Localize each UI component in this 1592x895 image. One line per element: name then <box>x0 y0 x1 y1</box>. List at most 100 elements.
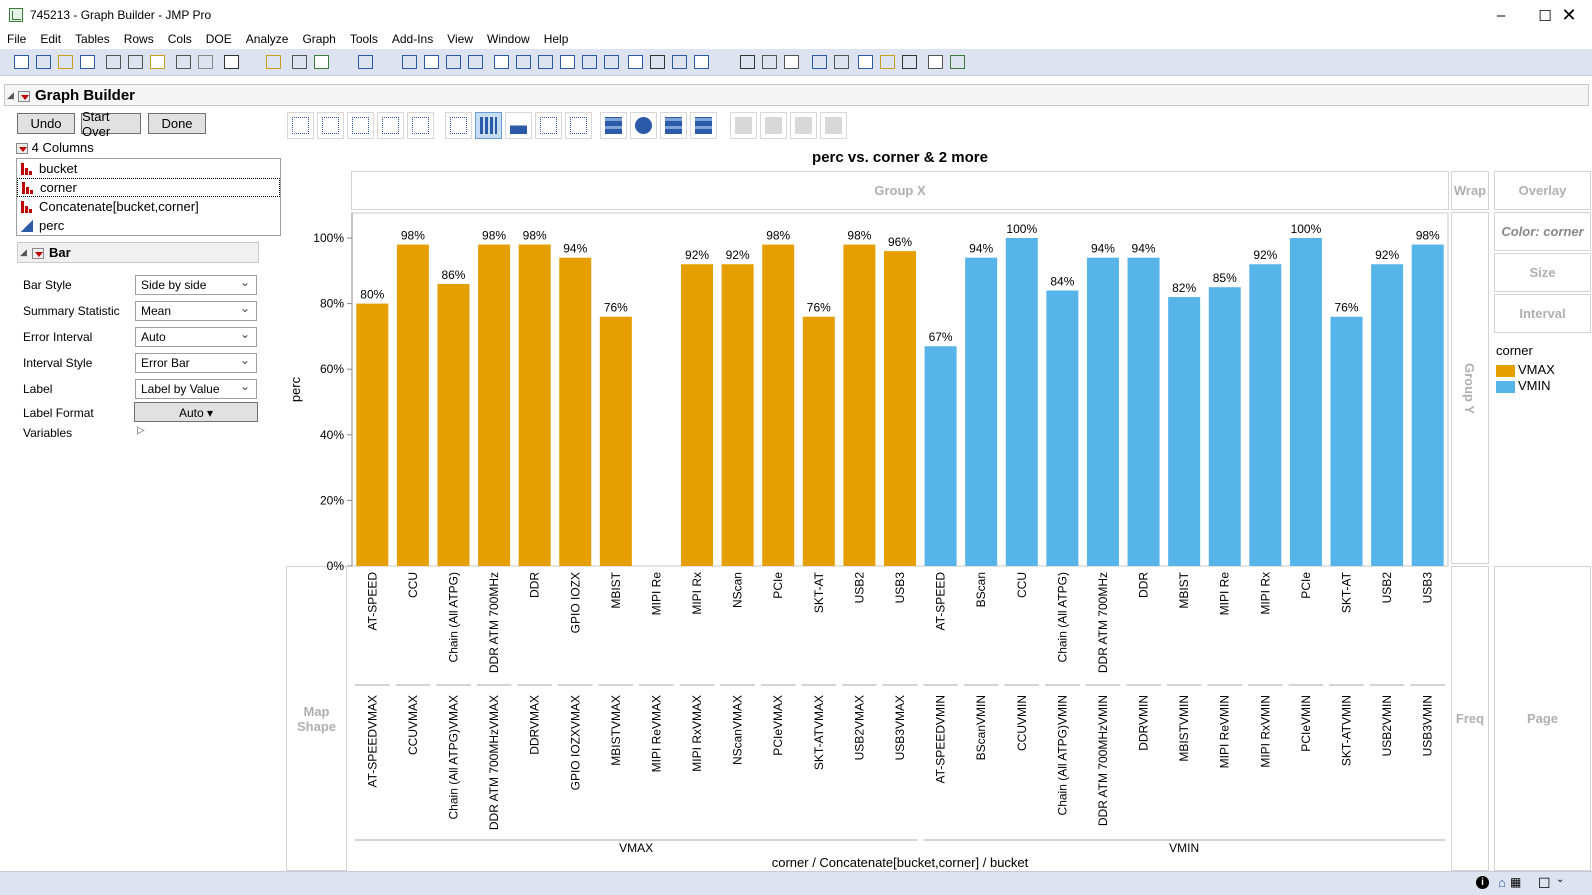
lasso-icon[interactable] <box>468 55 483 69</box>
label-format-button[interactable]: Auto ▾ <box>134 402 258 422</box>
add-table-icon[interactable] <box>314 55 329 69</box>
menu-analyze[interactable]: Analyze <box>245 32 289 46</box>
brush-icon[interactable] <box>516 55 531 69</box>
done-button[interactable]: Done <box>148 113 206 134</box>
home-icon[interactable]: ⌂ <box>1498 875 1506 890</box>
annotation-icon[interactable] <box>650 55 665 69</box>
polygon-icon[interactable] <box>672 55 687 69</box>
group-y-zone[interactable]: Group Y <box>1451 212 1489 564</box>
red-triangle-menu-icon[interactable] <box>18 89 30 103</box>
graph-type-formula-icon[interactable] <box>760 112 787 139</box>
label-select[interactable]: Label by Value <box>135 379 257 399</box>
sort-icon[interactable] <box>902 55 917 69</box>
crosshair-icon[interactable] <box>446 55 461 69</box>
maximize-button[interactable]: ☐ <box>1538 7 1552 25</box>
graph-type-histogram-icon[interactable] <box>565 112 592 139</box>
copy-icon[interactable] <box>128 55 143 69</box>
window-list-icon[interactable]: ☐ <box>1538 875 1551 891</box>
map-shape-zone[interactable]: Map Shape <box>286 566 347 871</box>
graph-type-caption-box-icon[interactable] <box>730 112 757 139</box>
script-icon[interactable] <box>928 55 943 69</box>
graph-type-pie-icon[interactable] <box>630 112 657 139</box>
column-item-concatenate[interactable]: Concatenate[bucket,corner] <box>17 197 280 216</box>
selection-arrow-icon[interactable] <box>402 55 417 69</box>
collapse-triangle-icon[interactable]: ◢ <box>7 90 14 100</box>
run-icon[interactable] <box>950 55 965 69</box>
menu-cols[interactable]: Cols <box>167 32 192 46</box>
bar-chart-icon-icon[interactable] <box>880 55 895 69</box>
column-item-bucket[interactable]: bucket <box>17 159 280 178</box>
paste-icon[interactable] <box>150 55 165 69</box>
column-item-corner[interactable]: corner <box>17 178 280 197</box>
journal-icon[interactable] <box>176 55 191 69</box>
bar-style-select[interactable]: Side by side <box>135 275 257 295</box>
menu-window[interactable]: Window <box>487 32 530 46</box>
graph-type-line-icon[interactable] <box>445 112 472 139</box>
legend-item-vmax[interactable]: VMAX <box>1496 362 1591 377</box>
clipboard-icon[interactable] <box>292 55 307 69</box>
graph-type-heatmap-icon[interactable] <box>600 112 627 139</box>
new-table-icon[interactable] <box>14 55 29 69</box>
menu-edit[interactable]: Edit <box>40 32 62 46</box>
plus-icon[interactable] <box>582 55 597 69</box>
line-icon[interactable] <box>604 55 619 69</box>
error-interval-select[interactable]: Auto <box>135 327 257 347</box>
start-over-button[interactable]: Start Over <box>81 109 141 139</box>
interval-style-select[interactable]: Error Bar <box>135 353 257 373</box>
overlay-zone[interactable]: Overlay <box>1494 171 1591 210</box>
distribution-icon[interactable] <box>358 55 373 69</box>
ellipse-icon[interactable] <box>694 55 709 69</box>
interval-zone[interactable]: Interval <box>1494 294 1591 333</box>
graph-type-treemap-icon[interactable] <box>660 112 687 139</box>
graph-type-ellipse-icon[interactable] <box>377 112 404 139</box>
freq-zone[interactable]: Freq <box>1451 566 1489 871</box>
menu-doe[interactable]: DOE <box>205 32 232 46</box>
column-item-perc[interactable]: perc <box>17 216 280 235</box>
color-zone[interactable]: Color: corner <box>1494 212 1591 251</box>
graph-type-points-icon[interactable] <box>287 112 314 139</box>
group-x-zone[interactable]: Group X <box>351 171 1449 210</box>
new-script-icon[interactable] <box>36 55 51 69</box>
graph-type-parallel-icon[interactable] <box>820 112 847 139</box>
menu-file[interactable]: File <box>7 32 27 46</box>
graph-type-bar-icon[interactable] <box>475 112 502 139</box>
data-grid-icon[interactable] <box>858 55 873 69</box>
page-zone[interactable]: Page <box>1494 566 1591 871</box>
lock-icon[interactable] <box>198 55 213 69</box>
collapse-triangle-icon[interactable]: ◢ <box>20 247 27 257</box>
zoom-icon[interactable] <box>560 55 575 69</box>
scroller-icon[interactable] <box>538 55 553 69</box>
menu-graph[interactable]: Graph <box>302 32 336 46</box>
menu-add-ins[interactable]: Add-Ins <box>391 32 434 46</box>
graph-type-contour-icon[interactable] <box>407 112 434 139</box>
data-table-icon[interactable] <box>266 55 281 69</box>
size-zone[interactable]: Size <box>1494 253 1591 292</box>
variables-expand-icon[interactable]: ▷ <box>137 425 145 436</box>
graph-type-line-of-fit-icon[interactable] <box>347 112 374 139</box>
summary-statistic-select[interactable]: Mean <box>135 301 257 321</box>
search-icon[interactable] <box>224 55 239 69</box>
minimize-button[interactable]: – <box>1496 7 1506 24</box>
graph-type-box-plot-icon[interactable] <box>535 112 562 139</box>
wrap-zone[interactable]: Wrap <box>1451 171 1489 210</box>
bar-red-triangle-icon[interactable] <box>32 246 44 260</box>
close-button[interactable]: ✕ <box>1561 5 1577 25</box>
hand-icon[interactable] <box>494 55 509 69</box>
cut-icon[interactable] <box>106 55 121 69</box>
undo-button[interactable]: Undo <box>17 113 75 134</box>
menu-view[interactable]: View <box>447 32 473 46</box>
layout-icon[interactable] <box>834 55 849 69</box>
table-view-icon[interactable] <box>784 55 799 69</box>
save-icon[interactable] <box>80 55 95 69</box>
dropdown-icon[interactable]: ⌄ <box>1556 874 1565 885</box>
menu-tables[interactable]: Tables <box>75 32 110 46</box>
menu-tools[interactable]: Tools <box>349 32 378 46</box>
columns-red-triangle-icon[interactable] <box>16 143 28 155</box>
help-icon[interactable] <box>424 55 439 69</box>
graph-type-area-icon[interactable] <box>505 112 532 139</box>
open-icon[interactable] <box>58 55 73 69</box>
menu-rows[interactable]: Rows <box>123 32 154 46</box>
move-icon[interactable] <box>740 55 755 69</box>
legend-item-vmin[interactable]: VMIN <box>1496 378 1591 393</box>
graph-type-mosaic-icon[interactable] <box>690 112 717 139</box>
